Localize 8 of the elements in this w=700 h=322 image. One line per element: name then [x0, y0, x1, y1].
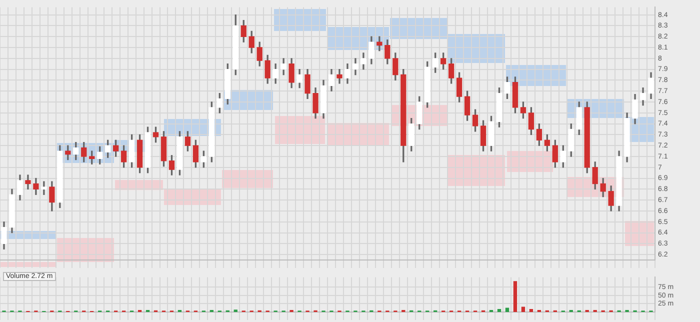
bar [513, 281, 518, 312]
bar [529, 309, 534, 312]
bar [497, 309, 502, 312]
bar [521, 306, 526, 312]
candlestick [25, 174, 31, 190]
candlestick [336, 68, 342, 84]
bar [505, 308, 510, 312]
candlestick [41, 181, 47, 195]
